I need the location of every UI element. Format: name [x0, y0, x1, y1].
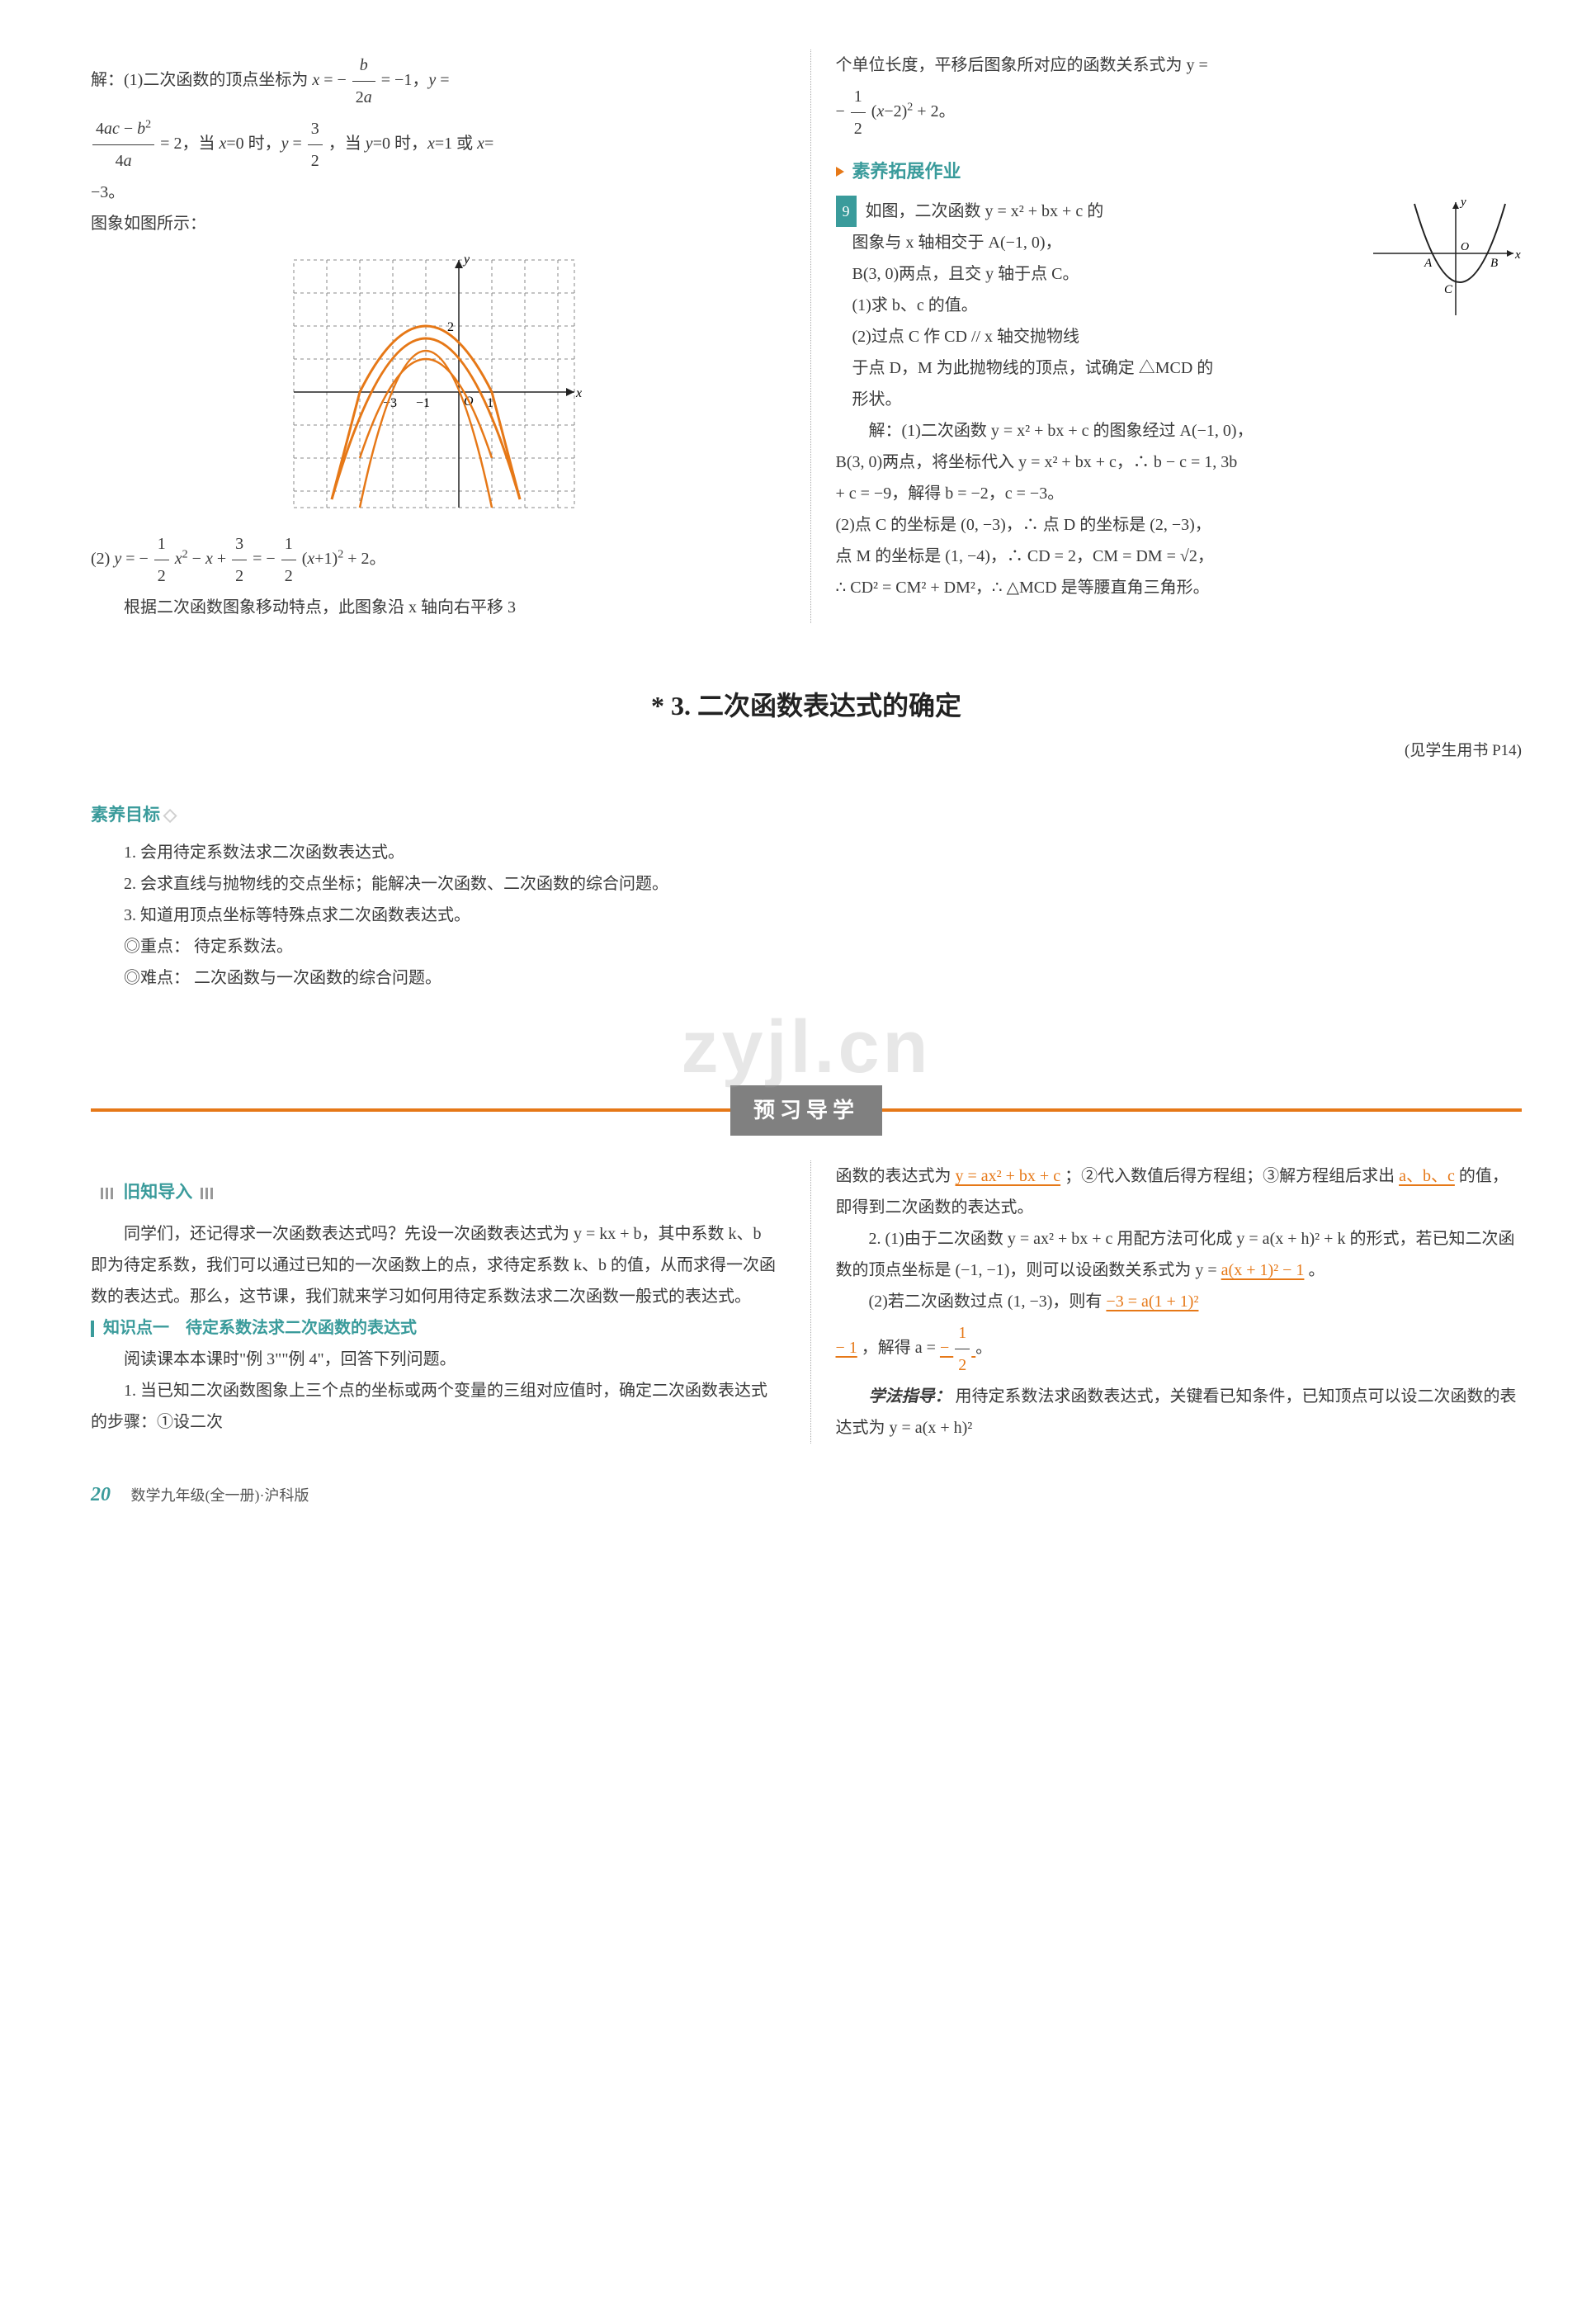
old-knowledge-header: 旧知导入	[91, 1174, 225, 1212]
cont-line-1: 个单位长度，平移后图象所对应的函数关系式为 y =	[836, 50, 1523, 81]
sol-r-3: + c = −9，解得 b = −2，c = −3。	[836, 478, 1523, 509]
knowledge-point-1: 知识点一 待定系数法求二次函数的表达式	[91, 1312, 777, 1344]
prob-line-5: (2)过点 C 作 CD // x 轴交抛物线	[836, 321, 1523, 352]
blank-4: −3 = a(1 + 1)²	[1106, 1292, 1198, 1311]
footer-text: 数学九年级(全一册)·沪科版	[131, 1487, 309, 1504]
blank-5: − 12	[940, 1339, 975, 1357]
extension-header: 素养拓展作业	[836, 154, 1523, 189]
problem-badge: 9	[836, 196, 857, 227]
chapter-title: * 3. 二次函数表达式的确定	[91, 681, 1522, 731]
text: 素养目标	[91, 805, 160, 825]
text: ，解得 a =	[862, 1339, 940, 1357]
svg-text:O: O	[1461, 241, 1469, 253]
text: 函数的表达式为	[836, 1167, 956, 1185]
sol-r-4: (2)点 C 的坐标是 (0, −3)，∴ 点 D 的坐标是 (2, −3)，	[836, 509, 1523, 541]
read-instruction: 阅读课本本课时"例 3""例 4"，回答下列问题。	[91, 1344, 777, 1375]
sol-r-2: B(3, 0)两点，将坐标代入 y = x² + bx + c，∴ b − c …	[836, 447, 1523, 478]
text: 待定系数法。	[194, 938, 293, 956]
bar-icon	[91, 1321, 94, 1337]
text: 。	[1308, 1261, 1324, 1279]
blank-4b: − 1	[836, 1339, 857, 1357]
para-2: 2. (1)由于二次函数 y = ax² + bx + c 用配方法可化成 y …	[836, 1223, 1523, 1286]
para-3b: − 1 ，解得 a = − 12 。	[836, 1317, 1523, 1381]
text: (2)若二次函数过点 (1, −3)，则有	[869, 1292, 1107, 1311]
sol-line-5: (2) y = − 12 x2 − x + 32 = − 12 (x+1)2 +…	[91, 528, 777, 592]
top-left-col: 解：(1)二次函数的顶点坐标为 x = − b2a = −1，y = 4ac −…	[91, 50, 777, 623]
blank-2: a、b、c	[1399, 1167, 1455, 1185]
chapter-ref: (见学生用书 P14)	[91, 736, 1522, 766]
math: x	[312, 71, 319, 89]
text: ；②代入数值后得方程组；③解方程组后求出	[1065, 1167, 1399, 1185]
text: 2. (1)由于二次函数 y = ax² + bx + c 用配方法可化成 y …	[836, 1230, 1515, 1279]
sol-line-1: 解：(1)二次函数的顶点坐标为 x = − b2a = −1，y =	[91, 50, 777, 113]
cont-para-1: 函数的表达式为 y = ax² + bx + c ；②代入数值后得方程组；③解方…	[836, 1160, 1523, 1223]
svg-text:A: A	[1424, 257, 1433, 270]
svg-text:C: C	[1444, 283, 1453, 296]
bars-icon	[201, 1188, 215, 1199]
sol-r-5: 点 M 的坐标是 (1, −4)，∴ CD = 2，CM = DM = √2，	[836, 541, 1523, 572]
top-right-col: 个单位长度，平移后图象所对应的函数关系式为 y = − 12 (x−2)2 + …	[810, 50, 1523, 623]
para-3: (2)若二次函数过点 (1, −3)，则有 −3 = a(1 + 1)²	[836, 1286, 1523, 1317]
header-text: 素养拓展作业	[852, 154, 961, 189]
sol-line-3: −3。	[91, 177, 777, 208]
text: 。	[975, 1339, 992, 1357]
page-footer: 20 数学九年级(全一册)·沪科版	[91, 1477, 1522, 1514]
step-para: 1. 当已知二次函数图象上三个点的坐标或两个变量的三组对应值时，确定二次函数表达…	[91, 1375, 777, 1438]
cont-line-2: − 12 (x−2)2 + 2。	[836, 81, 1523, 144]
text: 解：(1)二次函数的顶点坐标为	[91, 71, 312, 89]
sol-line-6: 根据二次函数图象移动特点，此图象沿 x 轴向右平移 3	[91, 592, 777, 623]
text: 旧知导入	[123, 1182, 192, 1202]
obj-2: 2. 会求直线与抛物线的交点坐标；能解决一次函数、二次函数的综合问题。	[91, 868, 1522, 900]
guide-para: 学法指导： 用待定系数法求函数表达式，关键看已知条件，已知顶点可以设二次函数的表…	[836, 1381, 1523, 1444]
svg-text:B: B	[1490, 257, 1498, 270]
svg-text:x: x	[1514, 248, 1521, 262]
objectives-header: 素养目标◇	[91, 799, 1522, 832]
blank-3: a(x + 1)² − 1	[1221, 1261, 1305, 1279]
top-section: 解：(1)二次函数的顶点坐标为 x = − b2a = −1，y = 4ac −…	[91, 50, 1522, 623]
bottom-left-col: 旧知导入 同学们，还记得求一次函数表达式吗？先设一次函数表达式为 y = kx …	[91, 1160, 777, 1444]
watermark: zyjl.cn	[91, 977, 1522, 1118]
sol-r-6: ∴ CD² = CM² + DM²，∴ △MCD 是等腰直角三角形。	[836, 572, 1523, 603]
intro-para: 同学们，还记得求一次函数表达式吗？先设一次函数表达式为 y = kx + b，其…	[91, 1218, 777, 1312]
bottom-section: 旧知导入 同学们，还记得求一次函数表达式吗？先设一次函数表达式为 y = kx …	[91, 1160, 1522, 1444]
sol-r-1: 解：(1)二次函数 y = x² + bx + c 的图象经过 A(−1, 0)…	[836, 415, 1523, 447]
text: 知识点一 待定系数法求二次函数的表达式	[103, 1319, 417, 1337]
label: ◎重点：	[124, 938, 190, 956]
problem-9-graph: x y O A B C	[1365, 196, 1522, 319]
sol-line-2: 4ac − b24a = 2，当 x=0 时，y = 32 ，当 y=0 时，x…	[91, 113, 777, 177]
obj-3: 3. 知道用顶点坐标等特殊点求二次函数表达式。	[91, 900, 1522, 931]
prob-line-6: 于点 D，M 为此抛物线的顶点，试确定 △MCD 的	[836, 352, 1523, 384]
guide-label: 学法指导：	[869, 1387, 951, 1406]
svg-text:y: y	[1459, 196, 1466, 209]
text: 如图，二次函数 y = x² + bx + c 的	[866, 202, 1104, 220]
key-point: ◎重点： 待定系数法。	[91, 931, 1522, 962]
obj-1: 1. 会用待定系数法求二次函数表达式。	[91, 837, 1522, 868]
bottom-right-col: 函数的表达式为 y = ax² + bx + c ；②代入数值后得方程组；③解方…	[810, 1160, 1523, 1444]
blank-1: y = ax² + bx + c	[956, 1167, 1061, 1185]
arrow-icon	[836, 167, 844, 177]
prob-line-7: 形状。	[836, 384, 1523, 415]
parabola-graph: x y O −3 −1 1 2	[286, 252, 583, 516]
bars-icon	[101, 1188, 116, 1199]
objectives-section: 素养目标◇ 1. 会用待定系数法求二次函数表达式。 2. 会求直线与抛物线的交点…	[91, 799, 1522, 994]
sol-line-4: 图象如图所示：	[91, 208, 777, 239]
page-number: 20	[91, 1484, 111, 1505]
